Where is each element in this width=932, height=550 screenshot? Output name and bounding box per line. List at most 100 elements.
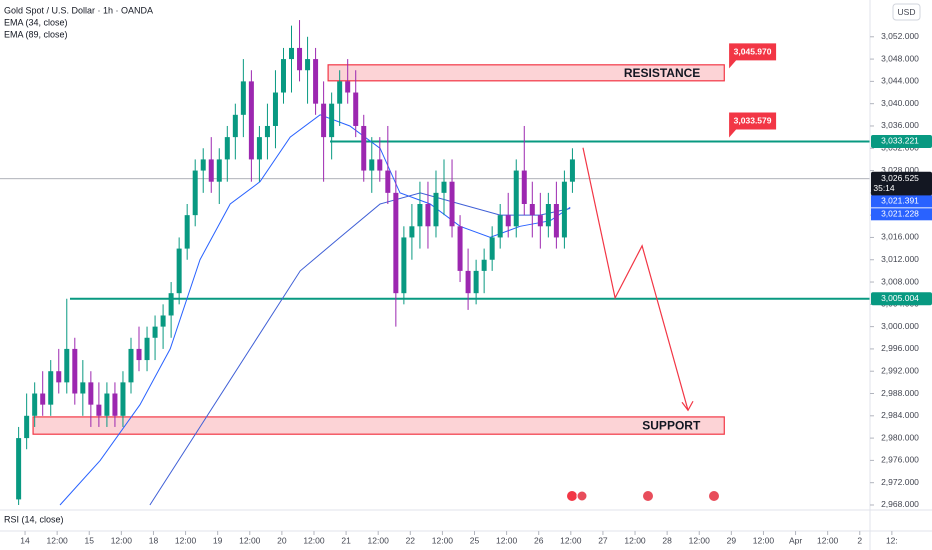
candle-body: [297, 47, 303, 71]
candle-body: [305, 59, 311, 71]
candle-body: [200, 159, 206, 171]
candle-body: [361, 125, 367, 171]
candle-body: [176, 248, 182, 294]
candle-body: [232, 114, 238, 138]
callout-box: [729, 112, 777, 138]
x-tick-label: 12:: [886, 535, 898, 545]
candle-body: [256, 137, 262, 160]
callout-label: 3,033.579: [734, 116, 772, 126]
candle-body: [465, 270, 471, 294]
candle-body: [24, 415, 30, 439]
x-tick-label: 26: [534, 535, 544, 545]
x-tick-label: 19: [213, 535, 223, 545]
candle-body: [152, 326, 158, 338]
y-tick-label: 3,000.000: [881, 321, 919, 331]
candle-body: [385, 170, 391, 193]
y-tick-label: 3,012.000: [881, 254, 919, 264]
candle-body: [441, 181, 447, 193]
x-tick-label: 12:00: [368, 535, 390, 545]
x-tick-label: 12:00: [817, 535, 839, 545]
candle-body: [537, 215, 543, 227]
ema-line: [59, 114, 571, 506]
x-tick-label: 28: [662, 535, 672, 545]
plot-area: RESISTANCE SUPPORT 3,045.970 3,033.579: [0, 20, 870, 506]
candle-body: [313, 59, 319, 104]
candle-body: [337, 81, 343, 104]
y-tick-label: 2,976.000: [881, 455, 919, 465]
event-icon[interactable]: [643, 491, 653, 501]
candle-body: [192, 170, 198, 216]
candle-body: [272, 92, 278, 126]
price-tag-label: 3,005.004: [881, 293, 919, 303]
candle-body: [433, 192, 439, 227]
candle-body: [473, 270, 479, 294]
x-tick-label: 21: [341, 535, 351, 545]
x-tick-label: 12:00: [560, 535, 582, 545]
x-tick-label: Apr: [789, 535, 802, 545]
candle-body: [264, 125, 270, 138]
candle-body: [529, 204, 535, 216]
x-tick-label: 18: [149, 535, 159, 545]
event-icon[interactable]: [709, 491, 719, 501]
y-tick-label: 2,996.000: [881, 343, 919, 353]
y-tick-label: 3,048.000: [881, 53, 919, 63]
x-tick-label: 25: [470, 535, 480, 545]
x-tick-label: 12:00: [175, 535, 197, 545]
candle-body: [321, 103, 327, 138]
candle-body: [345, 81, 351, 93]
x-tick-label: 15: [85, 535, 95, 545]
event-icons: [567, 490, 719, 502]
candle-body: [216, 159, 222, 182]
event-icon[interactable]: [567, 491, 577, 501]
callout-label: 3,045.970: [734, 47, 772, 57]
indicator-label: RSI (14, close): [4, 514, 64, 524]
candle-body: [32, 393, 38, 416]
candle-body: [56, 371, 62, 383]
candle-body: [128, 348, 134, 383]
price-tag: [871, 134, 932, 148]
y-tick-label: 2,980.000: [881, 432, 919, 442]
x-tick-label: 12:00: [47, 535, 69, 545]
y-tick-label: 3,044.000: [881, 76, 919, 86]
candle-body: [248, 81, 254, 160]
x-tick-label: 14: [20, 535, 30, 545]
legend-entry: EMA (34, close): [4, 17, 68, 27]
candle-body: [457, 226, 463, 271]
candle-body: [393, 192, 399, 294]
candle-body: [449, 181, 455, 227]
price-tag-label: 3,033.221: [881, 136, 919, 146]
candle-body: [136, 348, 142, 361]
candle-body: [184, 215, 190, 249]
zone-label: RESISTANCE: [624, 66, 700, 80]
x-tick-label: 12:00: [496, 535, 518, 545]
candle-body: [96, 404, 102, 416]
x-tick-label: 2: [857, 535, 862, 545]
candle-body: [64, 348, 70, 383]
x-tick-label: 27: [598, 535, 608, 545]
price-axis-panel: [870, 0, 932, 550]
candle-body: [569, 159, 575, 182]
currency-box[interactable]: [892, 3, 921, 21]
legend-entry: EMA (89, close): [4, 29, 68, 39]
y-tick-label: 3,008.000: [881, 276, 919, 286]
price-tag: [871, 208, 932, 221]
x-tick-label: 12:00: [303, 535, 325, 545]
x-tick-label: 22: [406, 535, 416, 545]
candle-body: [497, 215, 503, 238]
y-tick-label: 3,028.000: [881, 165, 919, 175]
candle-body: [144, 337, 150, 361]
event-icon[interactable]: [576, 490, 588, 502]
countdown: 35:14: [873, 183, 895, 193]
y-tick-label: 3,016.000: [881, 232, 919, 242]
candle-body: [401, 237, 407, 294]
candle-body: [208, 159, 214, 182]
candle-body: [16, 438, 22, 500]
price-tag-label: 3,021.391: [881, 196, 919, 206]
x-tick-label: 12:00: [689, 535, 711, 545]
zone: [327, 64, 725, 82]
y-tick-label: 3,052.000: [881, 31, 919, 41]
candle-body: [289, 47, 295, 60]
zone-label: SUPPORT: [642, 419, 701, 433]
price-tag-label: 3,026.525: [881, 173, 919, 183]
